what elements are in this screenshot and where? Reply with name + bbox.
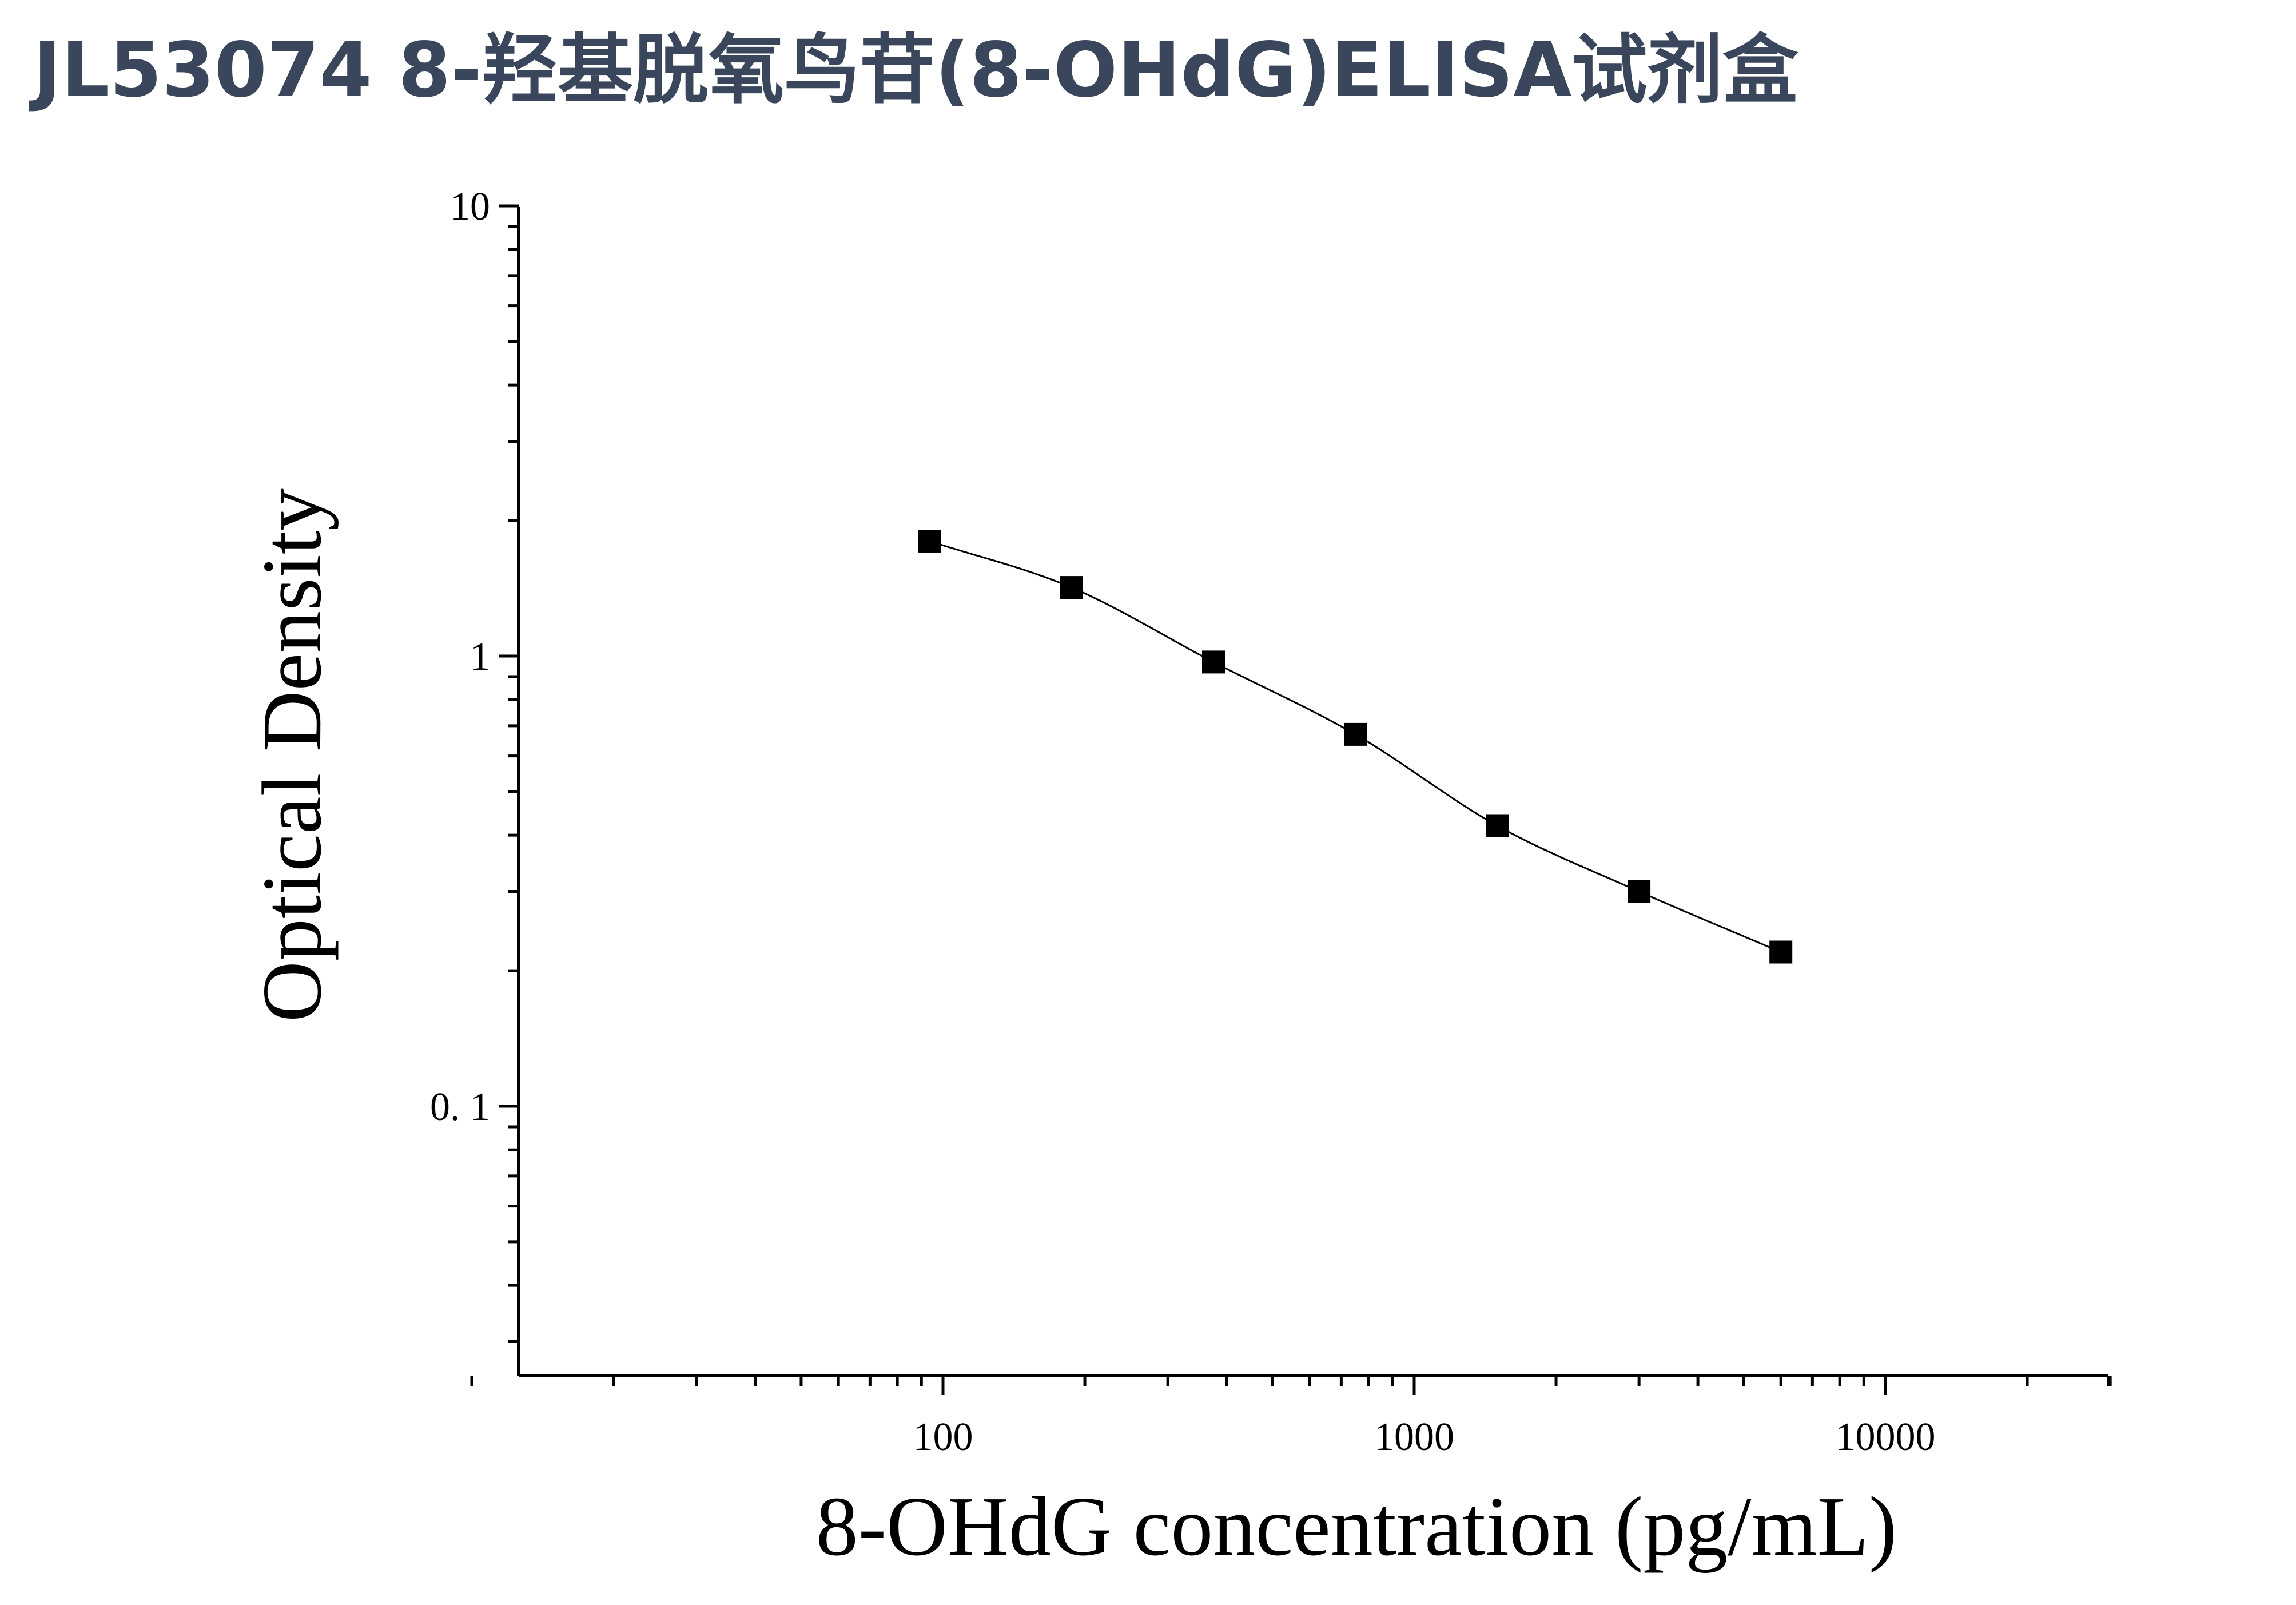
axes-layer <box>517 207 2108 1377</box>
y-tick-label: 0. 1 <box>430 1085 490 1129</box>
labels-layer: 10 1 0. 1 100 1000 10000 <box>430 185 1936 1459</box>
data-point-marker <box>1060 576 1083 599</box>
data-point-marker <box>918 530 941 553</box>
fit-curve-line <box>929 540 1781 953</box>
x-tick-label: 1000 <box>1374 1415 1454 1459</box>
y-axis-title: Optical Density <box>245 488 339 1022</box>
data-point-marker <box>1769 940 1793 964</box>
x-tick-label: 10000 <box>1836 1415 1936 1459</box>
data-point-marker <box>1628 880 1651 903</box>
points-layer <box>918 530 1793 964</box>
data-point-marker <box>1202 650 1225 674</box>
y-tick-label: 1 <box>470 635 490 679</box>
data-point-marker <box>1486 814 1509 837</box>
page-title: JL53074 8-羟基脱氧鸟苷(8-OHdG)ELISA试剂盒 <box>33 26 1798 114</box>
y-tick-label: 10 <box>450 185 490 229</box>
ticks-layer <box>470 204 2112 1395</box>
data-point-marker <box>1344 722 1367 746</box>
x-tick-label: 100 <box>913 1415 973 1459</box>
x-axis-title: 8-OHdG concentration (pg/mL) <box>816 1480 1897 1574</box>
